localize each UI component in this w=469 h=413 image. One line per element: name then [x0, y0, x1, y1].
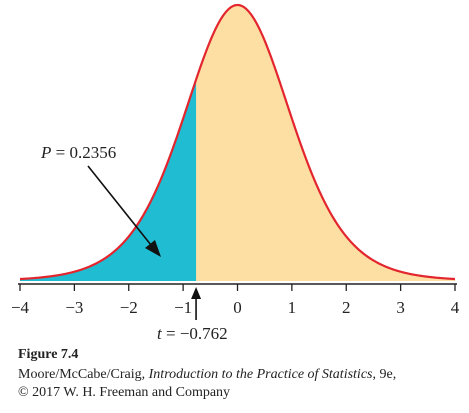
source-book-title: Introduction to the Practice of Statisti… — [148, 367, 373, 382]
x-tick-label: −3 — [65, 298, 83, 317]
x-axis-tick-labels: −4 −3 −2 −1 0 1 2 3 4 — [11, 298, 460, 317]
t-symbol: t — [157, 324, 163, 343]
x-tick-label: −2 — [120, 298, 138, 317]
x-tick-label: −4 — [11, 298, 30, 317]
source-authors: Moore/McCabe/Craig, — [18, 367, 149, 382]
left-tail-area — [20, 79, 197, 281]
density-curve — [19, 3, 456, 281]
x-axis-ticks — [19, 284, 456, 291]
figure-copyright: © 2017 W. H. Freeman and Company — [18, 385, 231, 400]
figure-source: Moore/McCabe/Craig, Introduction to the … — [18, 366, 396, 383]
p-value-arrowhead — [145, 240, 161, 257]
x-tick-label: 3 — [396, 298, 405, 317]
x-tick-label: 1 — [288, 298, 297, 317]
source-edition: , 9e, — [372, 367, 397, 382]
right-region-area — [196, 5, 455, 281]
x-tick-label: 4 — [451, 298, 460, 317]
p-value-label: P = 0.2356 — [40, 143, 116, 162]
p-value: = 0.2356 — [51, 143, 116, 162]
x-tick-label: −1 — [174, 298, 192, 317]
t-value: = −0.762 — [162, 324, 228, 343]
t-statistic-label: t = −0.762 — [157, 324, 228, 343]
cutoff-arrowhead — [191, 287, 202, 299]
p-value-arrow — [87, 165, 152, 246]
x-tick-label: 2 — [342, 298, 351, 317]
p-symbol: P — [40, 143, 51, 162]
figure-title: Figure 7.4 — [18, 347, 79, 362]
x-tick-label: 0 — [233, 298, 242, 317]
